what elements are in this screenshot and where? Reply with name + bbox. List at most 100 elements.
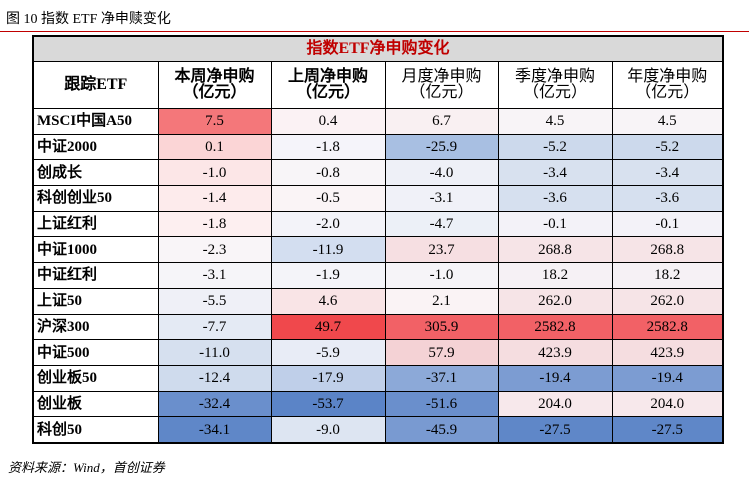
value-cell: 23.7	[384, 236, 499, 264]
value-cell: 49.7	[270, 313, 386, 341]
value-cell: -5.5	[157, 287, 272, 315]
header-text: （亿元）	[522, 84, 587, 101]
data-row: 上证50 -5.5 4.6 2.1 262.0 262.0	[32, 287, 724, 315]
value-cell: -5.9	[270, 339, 386, 366]
value-cell: -0.8	[270, 159, 386, 187]
value-cell: -45.9	[384, 416, 499, 444]
value-cell: -5.2	[497, 133, 613, 161]
value-cell: 4.5	[611, 108, 724, 135]
value-cell: -1.0	[157, 159, 272, 187]
header-cell: 月度净申购 （亿元）	[384, 61, 499, 109]
header-text: （亿元）	[635, 84, 700, 101]
header-text: 季度净申购	[514, 68, 595, 85]
value-cell: -19.4	[497, 364, 613, 392]
data-row: 中证1000 -2.3 -11.9 23.7 268.8 268.8	[32, 236, 724, 264]
header-row: 跟踪ETF 本周净申购 （亿元） 上周净申购 （亿元） 月度净申购 （亿元） 季度净申购 （亿元…	[32, 61, 724, 109]
value-cell: -1.0	[384, 262, 499, 289]
header-text: 本周净申购	[174, 68, 255, 85]
value-cell: -2.0	[270, 210, 386, 238]
value-cell: -37.1	[384, 364, 499, 392]
value-cell: -0.1	[497, 210, 613, 238]
value-cell: 262.0	[611, 287, 724, 315]
source: 资料来源：Wind，首创证券	[8, 460, 165, 475]
value-cell: 57.9	[384, 339, 499, 366]
value-cell: -4.7	[384, 210, 499, 238]
value-cell: 268.8	[611, 236, 724, 264]
data-row: 中证红利 -3.1 -1.9 -1.0 18.2 18.2	[32, 262, 724, 289]
header-cell: 上周净申购 （亿元）	[270, 61, 386, 109]
data-row: 上证红利 -1.8 -2.0 -4.7 -0.1 -0.1	[32, 210, 724, 238]
header-text: 年度净申购	[627, 68, 708, 85]
value-cell: -32.4	[157, 390, 272, 418]
value-cell: 423.9	[611, 339, 724, 366]
header-cell: 季度净申购 （亿元）	[497, 61, 613, 109]
value-cell: 204.0	[497, 390, 613, 418]
value-cell: 18.2	[611, 262, 724, 289]
data-row: 沪深300 -7.7 49.7 305.9 2582.8 2582.8	[32, 313, 724, 341]
row-label: 中证红利	[32, 262, 159, 289]
value-cell: -7.7	[157, 313, 272, 341]
value-cell: -53.7	[270, 390, 386, 418]
header-cell: 年度净申购 （亿元）	[611, 61, 724, 109]
row-label: 上证50	[32, 287, 159, 315]
value-cell: -3.6	[497, 185, 613, 212]
value-cell: -34.1	[157, 416, 272, 444]
title-row: 指数ETF净申购变化	[32, 35, 724, 62]
table-title: 指数ETF净申购变化	[32, 35, 724, 62]
data-row: 科创创业50 -1.4 -0.5 -3.1 -3.6 -3.6	[32, 185, 724, 212]
value-cell: -4.0	[384, 159, 499, 187]
header-cell: 本周净申购 （亿元）	[157, 61, 272, 109]
value-cell: -3.1	[157, 262, 272, 289]
value-cell: 204.0	[611, 390, 724, 418]
row-label: 科创50	[32, 416, 159, 444]
data-row: 创业板50 -12.4 -17.9 -37.1 -19.4 -19.4	[32, 364, 724, 392]
header-cell: 跟踪ETF	[32, 61, 159, 109]
data-row: MSCI中国A50 7.5 0.4 6.7 4.5 4.5	[32, 108, 724, 135]
data-row: 创业板 -32.4 -53.7 -51.6 204.0 204.0	[32, 390, 724, 418]
value-cell: 268.8	[497, 236, 613, 264]
value-cell: 7.5	[157, 108, 272, 135]
value-cell: -2.3	[157, 236, 272, 264]
value-cell: -1.9	[270, 262, 386, 289]
value-cell: -3.1	[384, 185, 499, 212]
value-cell: -9.0	[270, 416, 386, 444]
value-cell: -0.1	[611, 210, 724, 238]
value-cell: 2582.8	[497, 313, 613, 341]
header-text: （亿元）	[182, 84, 247, 101]
value-cell: -1.8	[157, 210, 272, 238]
value-cell: 4.6	[270, 287, 386, 315]
value-cell: -25.9	[384, 133, 499, 161]
value-cell: 262.0	[497, 287, 613, 315]
row-label: 创成长	[32, 159, 159, 187]
value-cell: -51.6	[384, 390, 499, 418]
value-cell: 4.5	[497, 108, 613, 135]
value-cell: -1.4	[157, 185, 272, 212]
caption: 图 10 指数 ETF 净申赎变化	[6, 12, 171, 27]
header-text: （亿元）	[409, 84, 474, 101]
value-cell: -11.0	[157, 339, 272, 366]
data-row: 创成长 -1.0 -0.8 -4.0 -3.4 -3.4	[32, 159, 724, 187]
value-cell: -5.2	[611, 133, 724, 161]
value-cell: 0.4	[270, 108, 386, 135]
header-text: （亿元）	[295, 84, 360, 101]
value-cell: -19.4	[611, 364, 724, 392]
row-label: 上证红利	[32, 210, 159, 238]
value-cell: -3.4	[611, 159, 724, 187]
value-cell: -3.4	[497, 159, 613, 187]
row-label: 中证2000	[32, 133, 159, 161]
row-label: MSCI中国A50	[32, 108, 159, 135]
value-cell: -27.5	[611, 416, 724, 444]
data-row: 科创50 -34.1 -9.0 -45.9 -27.5 -27.5	[32, 416, 724, 444]
value-cell: -27.5	[497, 416, 613, 444]
value-cell: 423.9	[497, 339, 613, 366]
header-text: 上周净申购	[287, 68, 368, 85]
data-row: 中证2000 0.1 -1.8 -25.9 -5.2 -5.2	[32, 133, 724, 161]
row-label: 沪深300	[32, 313, 159, 341]
table: 指数ETF净申购变化 跟踪ETF 本周净申购 （亿元） 上周净申购 （亿元） 月度净申购 （亿…	[32, 35, 724, 444]
value-cell: 18.2	[497, 262, 613, 289]
value-cell: 6.7	[384, 108, 499, 135]
rule	[0, 31, 749, 32]
value-cell: 305.9	[384, 313, 499, 341]
data-row: 中证500 -11.0 -5.9 57.9 423.9 423.9	[32, 339, 724, 366]
